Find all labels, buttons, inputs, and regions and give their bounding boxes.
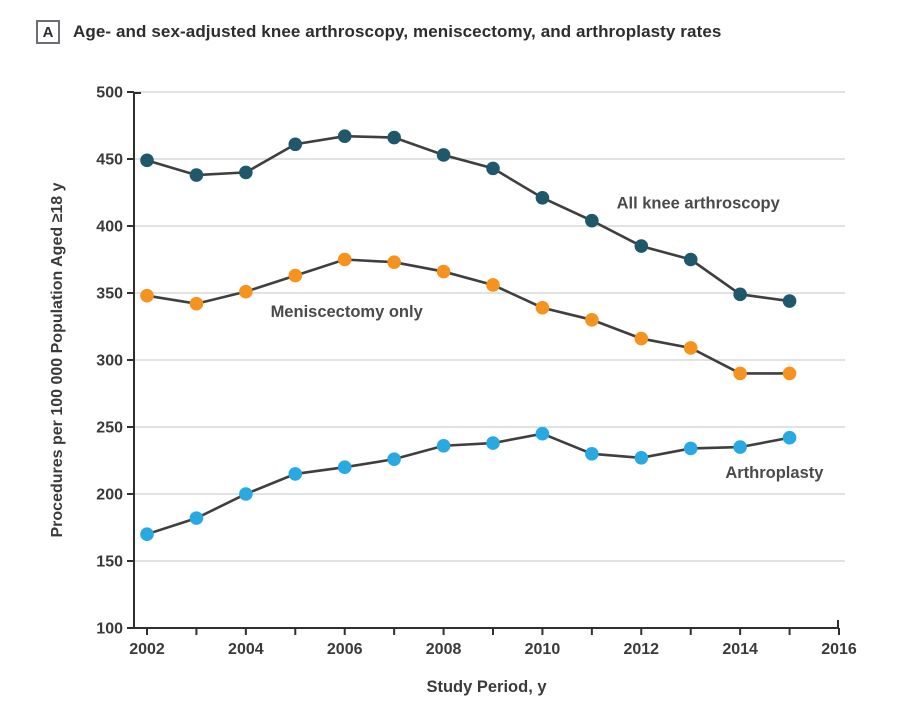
y-tick-label-100: 100 xyxy=(96,621,123,638)
data-point-s0-2013 xyxy=(683,252,698,267)
x-axis-title: Study Period, y xyxy=(426,678,547,696)
data-point-s1-2004 xyxy=(239,284,253,299)
data-point-s0-2010 xyxy=(535,191,550,205)
data-point-s1-2007 xyxy=(387,255,401,269)
data-point-s1-2013 xyxy=(683,341,698,355)
data-point-s2-2014 xyxy=(733,440,747,454)
y-tick-label-350: 350 xyxy=(96,286,123,303)
x-tick-label-2010: 2010 xyxy=(525,641,561,658)
y-tick-label-400: 400 xyxy=(96,219,123,236)
x-tick-label-2004: 2004 xyxy=(228,641,264,658)
data-point-s0-2008 xyxy=(436,148,451,162)
data-point-s2-2010 xyxy=(535,426,550,441)
series-label-0: All knee arthroscopy xyxy=(617,195,781,213)
data-point-s1-2003 xyxy=(189,296,204,311)
x-tick-label-2006: 2006 xyxy=(327,641,363,658)
data-point-s1-2012 xyxy=(634,331,649,346)
data-point-s1-2010 xyxy=(535,300,550,315)
data-point-s2-2003 xyxy=(189,511,204,525)
data-point-s2-2002 xyxy=(140,527,154,541)
data-point-s1-2005 xyxy=(288,268,303,283)
data-point-s0-2006 xyxy=(337,129,352,144)
data-point-s1-2006 xyxy=(337,252,352,267)
data-point-s1-2015 xyxy=(782,366,797,381)
data-point-s0-2015 xyxy=(782,294,797,308)
data-point-s0-2004 xyxy=(239,165,253,180)
y-tick-label-150: 150 xyxy=(96,554,123,571)
data-point-s0-2003 xyxy=(189,168,204,182)
data-point-s0-2012 xyxy=(634,239,649,253)
data-point-s1-2014 xyxy=(733,366,747,381)
data-point-s2-2009 xyxy=(486,436,500,450)
data-point-s0-2009 xyxy=(486,161,500,176)
data-point-s2-2012 xyxy=(634,451,649,465)
series-line-2 xyxy=(146,432,790,536)
data-point-s2-2005 xyxy=(288,467,303,481)
data-point-s2-2007 xyxy=(387,452,401,466)
data-point-s0-2011 xyxy=(585,213,599,228)
series-label-2: Arthroplasty xyxy=(725,464,824,482)
x-tick-label-2016: 2016 xyxy=(821,641,857,658)
series-line-1 xyxy=(146,258,790,375)
data-point-s0-2007 xyxy=(387,130,401,145)
data-point-s1-2011 xyxy=(585,313,599,327)
data-point-s2-2006 xyxy=(337,460,352,475)
x-tick-label-2002: 2002 xyxy=(129,641,165,658)
x-tick-label-2012: 2012 xyxy=(623,641,659,658)
series-line-0 xyxy=(146,134,790,303)
y-tick-label-300: 300 xyxy=(96,353,123,370)
panel-letter-badge: A xyxy=(36,20,60,44)
x-tick-label-2008: 2008 xyxy=(426,641,462,658)
data-point-s0-2002 xyxy=(140,153,154,168)
data-point-s0-2005 xyxy=(288,137,303,152)
data-point-s2-2011 xyxy=(585,447,599,461)
data-point-s2-2004 xyxy=(239,487,253,501)
data-point-s0-2014 xyxy=(733,287,747,302)
data-point-s2-2015 xyxy=(782,430,797,445)
data-point-s1-2009 xyxy=(486,278,500,292)
figure-header: A Age- and sex-adjusted knee arthroscopy… xyxy=(36,20,721,44)
data-point-s1-2008 xyxy=(436,264,451,279)
y-tick-label-200: 200 xyxy=(96,487,123,504)
x-tick-label-2014: 2014 xyxy=(722,641,758,658)
y-tick-label-250: 250 xyxy=(96,420,123,437)
data-point-s1-2002 xyxy=(140,288,154,303)
data-point-s2-2013 xyxy=(683,441,698,456)
data-point-s2-2008 xyxy=(436,438,451,453)
y-axis-title: Procedures per 100 000 Population Aged ≥… xyxy=(49,182,66,537)
y-tick-label-450: 450 xyxy=(96,152,123,169)
series-label-1: Meniscectomy only xyxy=(271,303,424,321)
figure-title: Age- and sex-adjusted knee arthroscopy, … xyxy=(73,22,722,41)
y-tick-label-500: 500 xyxy=(96,85,123,102)
